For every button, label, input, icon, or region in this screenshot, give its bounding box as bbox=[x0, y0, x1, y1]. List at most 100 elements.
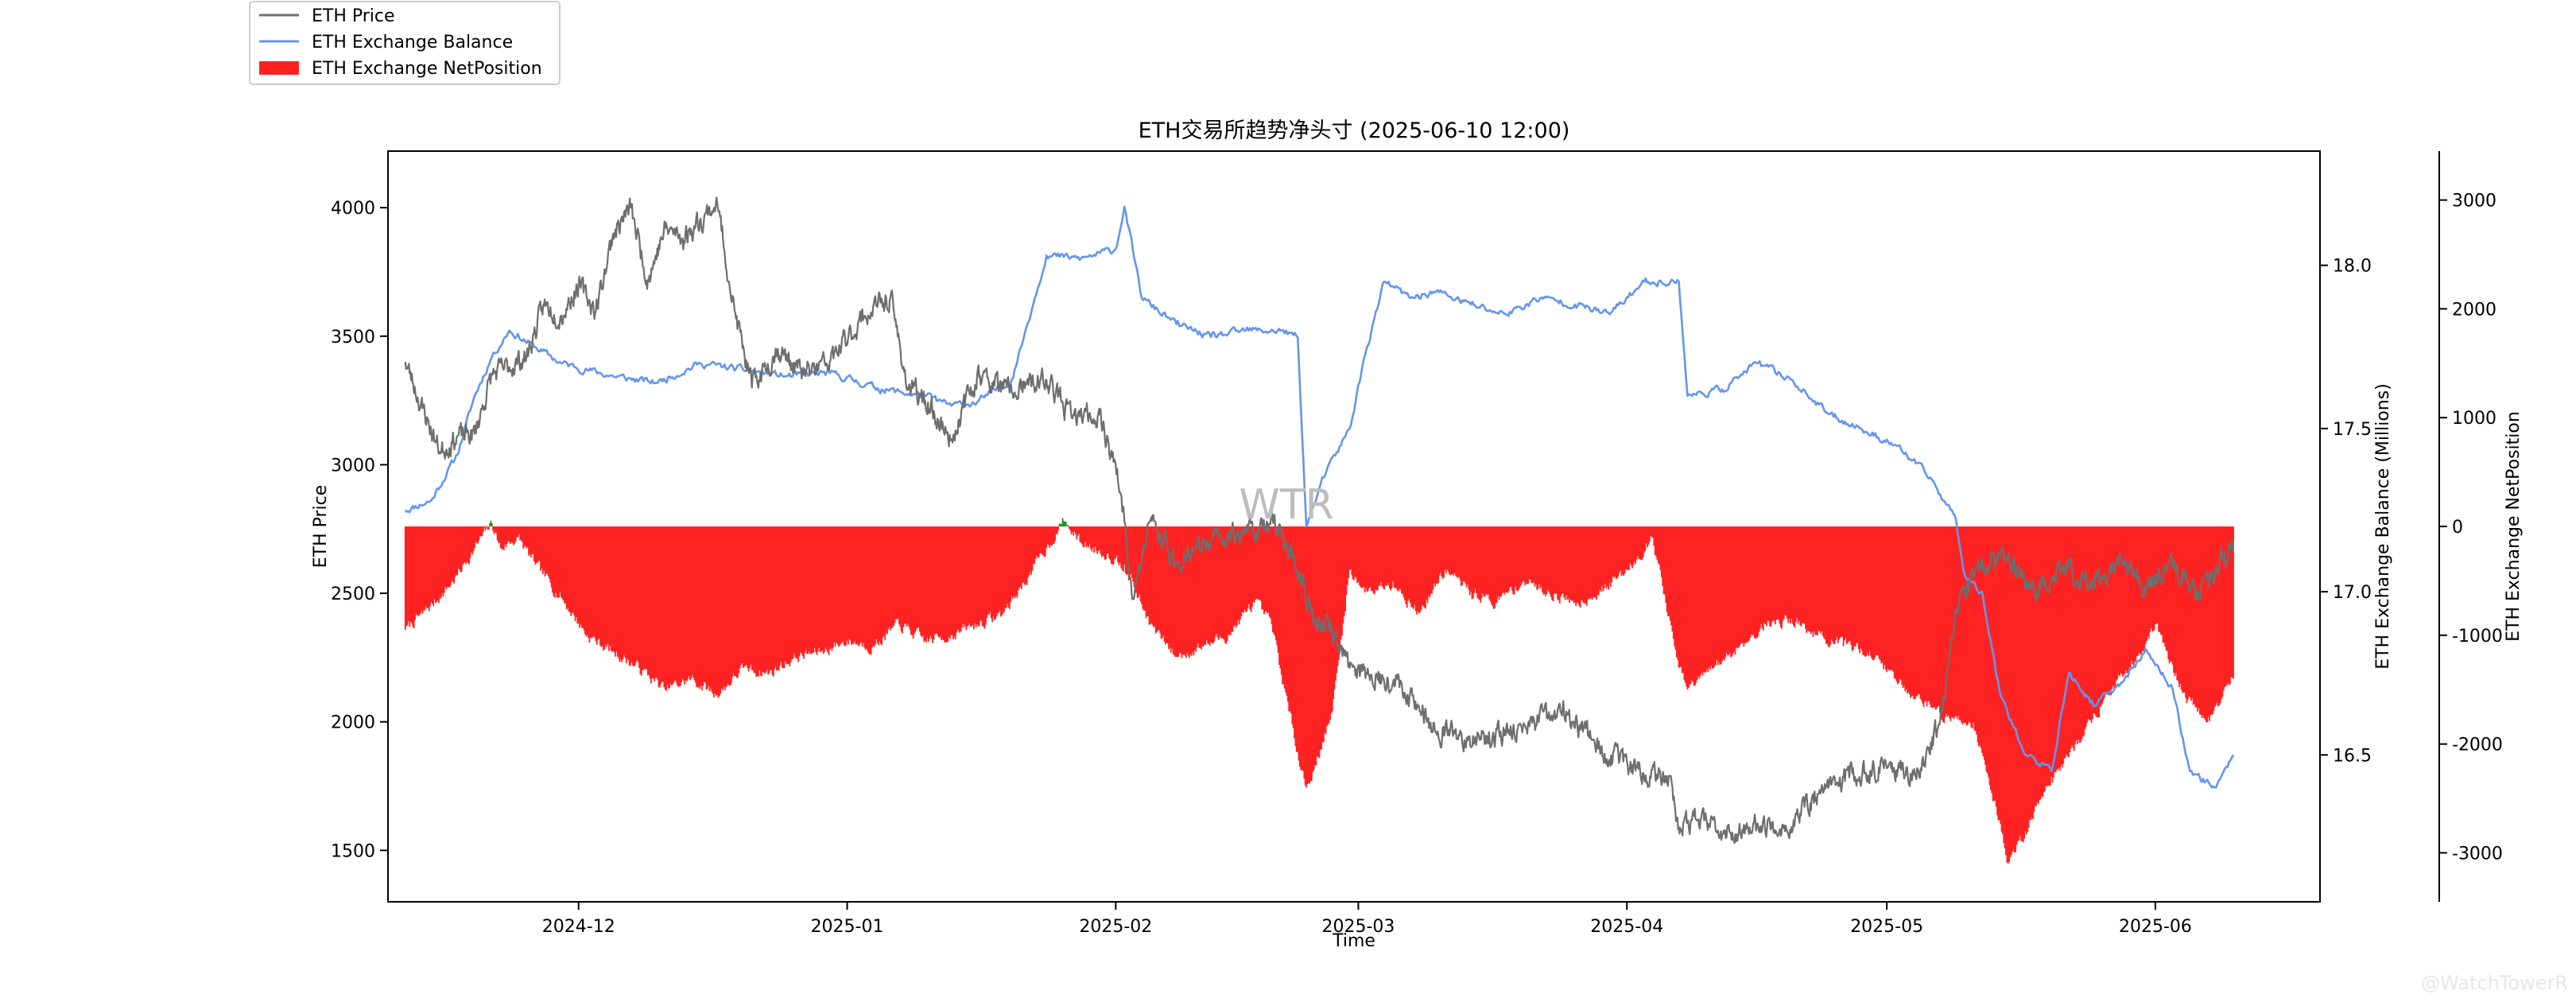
netposition-bar bbox=[1355, 526, 1357, 578]
netposition-bar bbox=[1391, 526, 1393, 588]
netposition-bar bbox=[1776, 526, 1779, 620]
netposition-bar bbox=[1582, 526, 1585, 603]
netposition-bar bbox=[648, 526, 650, 675]
netposition-bar bbox=[2054, 526, 2057, 773]
netposition-bar bbox=[1241, 526, 1243, 612]
netposition-bar bbox=[474, 526, 475, 549]
balance-tick-label: 17.0 bbox=[2333, 583, 2372, 603]
netposition-bar bbox=[657, 526, 659, 680]
netposition-bar bbox=[1759, 526, 1761, 629]
netposition-bar bbox=[801, 526, 803, 654]
x-tick-label: 2025-03 bbox=[1321, 917, 1395, 937]
netposition-bar bbox=[1309, 526, 1311, 784]
netposition-bar bbox=[956, 526, 959, 630]
netposition-bar bbox=[886, 526, 888, 635]
netposition-bar bbox=[1978, 526, 1980, 747]
netposition-bar bbox=[2003, 526, 2005, 844]
netposition-bar bbox=[407, 526, 409, 621]
netposition-bar bbox=[1356, 526, 1358, 584]
netposition-bar bbox=[995, 526, 998, 616]
netposition-bar bbox=[1704, 526, 1706, 673]
netposition-bar bbox=[1522, 526, 1524, 581]
netposition-bar bbox=[1636, 526, 1639, 557]
netposition-bar bbox=[795, 526, 797, 659]
netposition-bar bbox=[1409, 526, 1411, 604]
netposition-bar bbox=[941, 526, 944, 639]
netposition-bar bbox=[1613, 526, 1615, 578]
netposition-bar bbox=[1604, 526, 1606, 584]
netposition-bar bbox=[1145, 526, 1147, 619]
netposition-bar bbox=[1825, 526, 1827, 644]
netposition-bar bbox=[1772, 526, 1775, 620]
netposition-bar bbox=[514, 526, 516, 544]
netposition-bar bbox=[1169, 526, 1171, 648]
netposition-bar bbox=[747, 526, 749, 668]
netposition-bar bbox=[1430, 526, 1432, 594]
netposition-bar bbox=[1117, 526, 1119, 563]
netposition-bar bbox=[1235, 526, 1237, 628]
netposition-bar bbox=[479, 526, 481, 537]
netposition-bar bbox=[908, 526, 910, 627]
netposition-bar bbox=[1375, 526, 1377, 590]
netposition-bar bbox=[2227, 526, 2229, 683]
netposition-bar bbox=[1314, 526, 1316, 766]
netposition-bar bbox=[1941, 526, 1943, 720]
netposition-bar bbox=[1210, 526, 1212, 643]
netposition-bar bbox=[508, 526, 510, 542]
netposition-bar bbox=[1289, 526, 1291, 712]
netposition-bar bbox=[1034, 526, 1037, 559]
netposition-bar bbox=[1492, 526, 1495, 609]
netposition-bar bbox=[1097, 526, 1100, 552]
netposition-bar bbox=[1701, 526, 1704, 676]
netposition-bar bbox=[1744, 526, 1746, 644]
netposition-bar bbox=[1692, 526, 1694, 682]
netposition-bar bbox=[1806, 526, 1809, 631]
netposition-bar bbox=[1039, 526, 1041, 553]
netposition-bar bbox=[921, 526, 924, 636]
netposition-bar bbox=[1057, 526, 1060, 530]
netposition-bar bbox=[1893, 526, 1895, 678]
netposition-bar bbox=[1575, 526, 1577, 607]
netposition-bar bbox=[2202, 526, 2204, 716]
netposition-bar bbox=[1300, 526, 1302, 771]
netposition-bar bbox=[1585, 526, 1587, 604]
netposition-bar bbox=[460, 526, 463, 573]
netposition-bar bbox=[1450, 526, 1453, 575]
netposition-bar bbox=[996, 526, 999, 614]
netposition-bar bbox=[1290, 526, 1292, 714]
netposition-bar bbox=[1938, 526, 1940, 707]
netposition-bar bbox=[1474, 526, 1476, 589]
netposition-bar bbox=[558, 526, 561, 598]
netposition-bar bbox=[915, 526, 918, 630]
netposition-bar bbox=[774, 526, 776, 670]
netposition-bar bbox=[1455, 526, 1457, 577]
netposition-bar bbox=[667, 526, 669, 689]
netposition-bar bbox=[1573, 526, 1575, 603]
netposition-bar bbox=[981, 526, 983, 627]
netposition-bar bbox=[834, 526, 836, 647]
netposition-bar bbox=[1620, 526, 1623, 577]
netposition-bar bbox=[726, 526, 728, 686]
netposition-bar bbox=[1419, 526, 1421, 612]
netposition-bar bbox=[1723, 526, 1725, 661]
netposition-bar bbox=[909, 526, 911, 630]
netposition-bar bbox=[1201, 526, 1204, 647]
netposition-bar bbox=[1313, 526, 1315, 771]
netposition-bar bbox=[523, 526, 526, 547]
netposition-bar bbox=[676, 526, 678, 685]
netposition-bar bbox=[623, 526, 625, 655]
netposition-bar bbox=[2053, 526, 2054, 778]
netposition-bar bbox=[755, 526, 758, 677]
netposition-bar bbox=[2183, 526, 2186, 693]
netposition-bar bbox=[2097, 526, 2099, 718]
netposition-bar bbox=[1558, 526, 1561, 604]
netposition-bar bbox=[1589, 526, 1591, 600]
netposition-bar bbox=[533, 526, 535, 562]
netposition-bar bbox=[966, 526, 968, 627]
netposition-bar bbox=[1686, 526, 1688, 687]
netposition-bar bbox=[1465, 526, 1467, 584]
netposition-bar bbox=[2093, 526, 2095, 713]
netposition-bar bbox=[1452, 526, 1453, 574]
netposition-bar bbox=[504, 526, 506, 545]
netposition-bar bbox=[1368, 526, 1370, 588]
